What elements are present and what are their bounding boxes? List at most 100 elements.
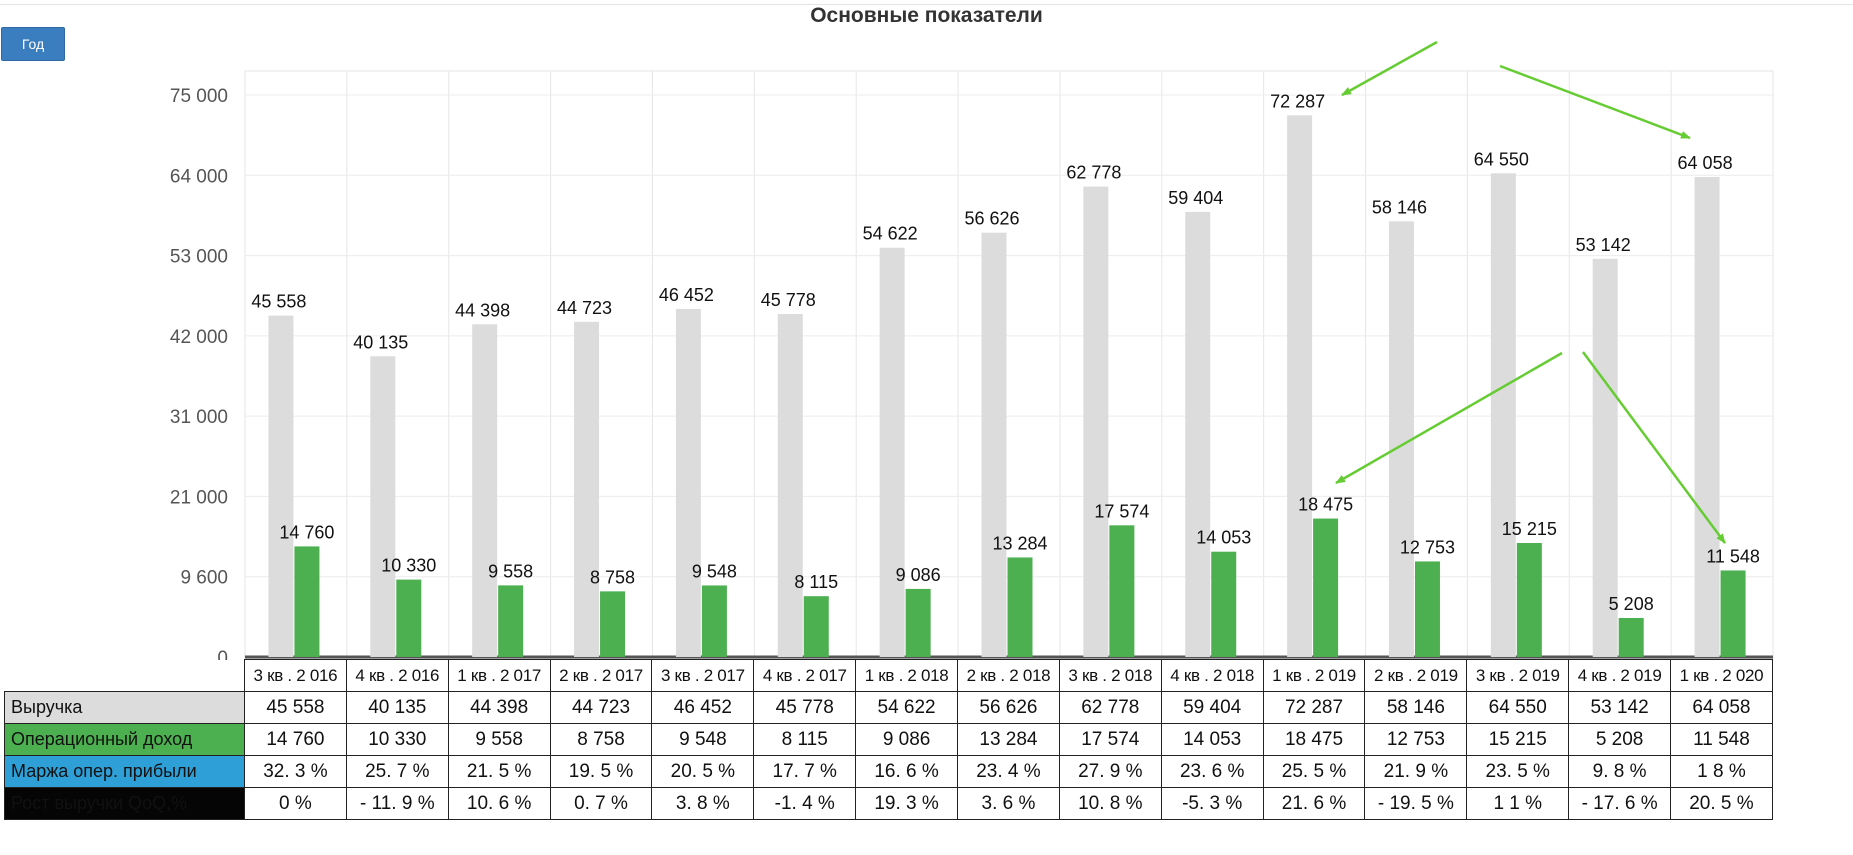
x-category-label: 1 кв . 2 017 bbox=[447, 659, 551, 692]
x-category-label: 3 кв . 2 017 bbox=[651, 659, 755, 692]
operating-income-value-label: 14 760 bbox=[279, 522, 334, 542]
table-header-row: 3 кв . 2 016 4 кв . 2 016 1 кв . 2 017 2 кв… bbox=[5, 659, 1773, 692]
table-cell: 59 404 bbox=[1160, 691, 1264, 724]
table-cell: 16. 6 % bbox=[855, 755, 959, 788]
x-category-label: 1 кв . 2 020 bbox=[1670, 659, 1773, 692]
revenue-bar bbox=[777, 313, 803, 657]
table-row-label: Рост выручки QoQ,% bbox=[4, 787, 245, 820]
year-button[interactable]: Год bbox=[1, 27, 65, 61]
table-cell: 9. 8 % bbox=[1568, 755, 1672, 788]
x-category-label: 4 кв . 2 016 bbox=[345, 659, 449, 692]
revenue-value-label: 58 146 bbox=[1372, 197, 1427, 217]
table-cell: 62 778 bbox=[1058, 691, 1162, 724]
operating-income-value-label: 11 548 bbox=[1706, 546, 1760, 566]
table-row-label: Маржа опер. прибыли bbox=[4, 755, 245, 788]
y-tick-label: 31 000 bbox=[170, 407, 228, 428]
table-cell: 45 558 bbox=[244, 691, 347, 724]
table-cell: 13 284 bbox=[957, 723, 1060, 756]
y-tick-label: 53 000 bbox=[170, 247, 228, 268]
revenue-value-label: 54 622 bbox=[863, 224, 918, 244]
revenue-bar bbox=[1185, 211, 1211, 657]
table-cell: 64 058 bbox=[1670, 691, 1773, 724]
table-cell: 21. 5 % bbox=[447, 755, 551, 788]
y-tick-label: 42 000 bbox=[170, 327, 228, 348]
annotation-arrow bbox=[1341, 40, 1438, 97]
table-cell: 5 208 bbox=[1568, 723, 1672, 756]
table-cell: 3. 8 % bbox=[651, 787, 755, 820]
operating-income-bar bbox=[701, 585, 727, 657]
revenue-bar bbox=[981, 232, 1007, 658]
revenue-value-label: 46 452 bbox=[659, 285, 714, 305]
operating-income-bar bbox=[803, 596, 829, 657]
operating-income-bar bbox=[600, 591, 626, 657]
operating-income-bar bbox=[1313, 518, 1339, 657]
revenue-bar bbox=[574, 321, 600, 657]
operating-income-value-label: 10 330 bbox=[381, 556, 436, 576]
table-row: Операционный доход 14 760 10 330 9 558 8 758… bbox=[4, 723, 1773, 756]
table-cell: 23. 5 % bbox=[1466, 755, 1570, 788]
revenue-value-label: 53 142 bbox=[1576, 235, 1631, 255]
revenue-bar bbox=[1287, 115, 1313, 658]
y-tick-label: 75 000 bbox=[170, 86, 228, 107]
operating-income-bar bbox=[1007, 557, 1033, 657]
revenue-value-label: 64 058 bbox=[1678, 153, 1733, 173]
x-category-label: 4 кв . 2 019 bbox=[1568, 659, 1672, 692]
table-cell: 23. 6 % bbox=[1160, 755, 1264, 788]
y-tick-label: 9 600 bbox=[180, 568, 228, 589]
x-category-label: 2 кв . 2 018 bbox=[957, 659, 1060, 692]
operating-income-bar bbox=[1516, 542, 1542, 657]
table-cell: 20. 5 % bbox=[1670, 787, 1773, 820]
table-cell: - 11. 9 % bbox=[345, 787, 449, 820]
top-divider bbox=[0, 0, 1853, 5]
table-row: Маржа опер. прибыли 32. 3 % 25. 7 % 21. 5 %… bbox=[4, 755, 1773, 788]
operating-income-bar bbox=[1211, 551, 1237, 657]
table-cell: 15 215 bbox=[1466, 723, 1570, 756]
operating-income-value-label: 12 753 bbox=[1400, 537, 1455, 557]
table-cell: 21. 9 % bbox=[1364, 755, 1468, 788]
operating-income-value-label: 17 574 bbox=[1094, 501, 1149, 521]
table-cell: 23. 4 % bbox=[957, 755, 1060, 788]
table-cell: 19. 3 % bbox=[855, 787, 959, 820]
revenue-bar bbox=[1490, 173, 1516, 657]
table-cell: 0. 7 % bbox=[549, 787, 653, 820]
x-category-label: 4 кв . 2 018 bbox=[1160, 659, 1264, 692]
x-category-label: 1 кв . 2 018 bbox=[855, 659, 959, 692]
operating-income-value-label: 14 053 bbox=[1196, 528, 1251, 548]
table-cell: 53 142 bbox=[1568, 691, 1672, 724]
y-tick-label: 21 000 bbox=[170, 487, 228, 508]
table-cell: 9 086 bbox=[855, 723, 959, 756]
table-cell: -5. 3 % bbox=[1160, 787, 1264, 820]
operating-income-value-label: 8 115 bbox=[794, 572, 838, 592]
operating-income-bar bbox=[905, 588, 931, 657]
table-cell: -1. 4 % bbox=[753, 787, 857, 820]
table-cell: 19. 5 % bbox=[549, 755, 653, 788]
table-cell: - 19. 5 % bbox=[1364, 787, 1468, 820]
table-cell: 56 626 bbox=[957, 691, 1060, 724]
annotation-arrow bbox=[1335, 351, 1563, 485]
revenue-bar bbox=[675, 308, 701, 657]
operating-income-bar bbox=[1618, 617, 1644, 657]
table-cell: 32. 3 % bbox=[244, 755, 347, 788]
table-cell: 17 574 bbox=[1058, 723, 1162, 756]
table-cell: 72 287 bbox=[1262, 691, 1366, 724]
table-cell: 0 % bbox=[244, 787, 347, 820]
table-cell: 14 053 bbox=[1160, 723, 1264, 756]
table-cell: 8 758 bbox=[549, 723, 653, 756]
annotation-arrow bbox=[1581, 351, 1727, 544]
table-cell: 46 452 bbox=[651, 691, 755, 724]
revenue-bar bbox=[1694, 176, 1720, 657]
revenue-value-label: 40 135 bbox=[353, 332, 408, 352]
table-cell: 17. 7 % bbox=[753, 755, 857, 788]
data-table: 3 кв . 2 016 4 кв . 2 016 1 кв . 2 017 2 кв… bbox=[4, 659, 1773, 820]
table-corner bbox=[5, 660, 245, 692]
table-cell: 44 723 bbox=[549, 691, 653, 724]
x-category-label: 1 кв . 2 019 bbox=[1262, 659, 1366, 692]
x-category-label: 2 кв . 2 019 bbox=[1364, 659, 1468, 692]
operating-income-bar bbox=[1414, 561, 1440, 657]
operating-income-bar bbox=[498, 585, 524, 657]
operating-income-bar bbox=[294, 546, 320, 657]
table-cell: 25. 5 % bbox=[1262, 755, 1366, 788]
operating-income-bar bbox=[396, 579, 422, 657]
table-cell: 3. 6 % bbox=[957, 787, 1060, 820]
revenue-bar bbox=[268, 315, 294, 657]
